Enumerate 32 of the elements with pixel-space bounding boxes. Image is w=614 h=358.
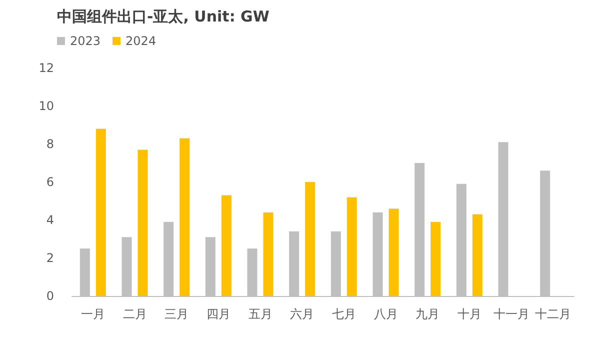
- x-tick-label: 六月: [290, 307, 314, 321]
- bar: [138, 150, 148, 296]
- x-tick-label: 五月: [248, 307, 272, 321]
- bar: [430, 222, 441, 296]
- y-tick-label: 0: [46, 289, 54, 303]
- y-tick-label: 12: [38, 61, 54, 75]
- x-tick-label: 二月: [122, 307, 147, 321]
- x-tick-label: 七月: [332, 307, 356, 321]
- y-tick-label: 6: [46, 175, 54, 189]
- bar: [472, 214, 482, 296]
- bar: [346, 197, 357, 296]
- x-tick-label: 十一月: [493, 307, 530, 321]
- x-tick-label: 十月: [457, 307, 482, 321]
- bar: [263, 212, 274, 296]
- x-tick-label: 一月: [80, 307, 105, 321]
- y-tick-label: 10: [38, 99, 54, 113]
- bar: [221, 195, 232, 296]
- legend-label: 2024: [126, 34, 156, 48]
- y-tick-label: 8: [46, 137, 54, 151]
- legend-label: 2023: [70, 34, 101, 48]
- bar: [305, 182, 316, 296]
- bar: [388, 208, 399, 296]
- x-tick-label: 九月: [416, 307, 440, 321]
- y-tick-label: 4: [46, 213, 54, 227]
- bar: [96, 128, 106, 296]
- x-tick-label: 十二月: [535, 307, 572, 321]
- x-tick-label: 四月: [206, 307, 230, 321]
- bar: [180, 138, 190, 296]
- y-tick-label: 2: [46, 251, 54, 265]
- x-tick-label: 三月: [164, 307, 189, 321]
- x-tick-label: 八月: [374, 307, 398, 321]
- chart-title: 中国组件出口-亚太, Unit: GW: [57, 8, 270, 26]
